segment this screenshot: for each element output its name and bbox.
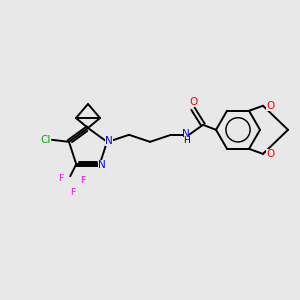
Text: O: O	[189, 97, 197, 107]
Text: H: H	[183, 136, 189, 145]
Text: F: F	[80, 176, 85, 185]
Text: O: O	[266, 101, 274, 111]
Text: N: N	[182, 129, 190, 139]
Text: N: N	[105, 136, 113, 146]
Text: O: O	[266, 149, 274, 159]
Text: N: N	[98, 160, 106, 170]
Text: Cl: Cl	[41, 135, 51, 145]
Text: F: F	[70, 188, 75, 197]
Text: F: F	[58, 174, 63, 183]
